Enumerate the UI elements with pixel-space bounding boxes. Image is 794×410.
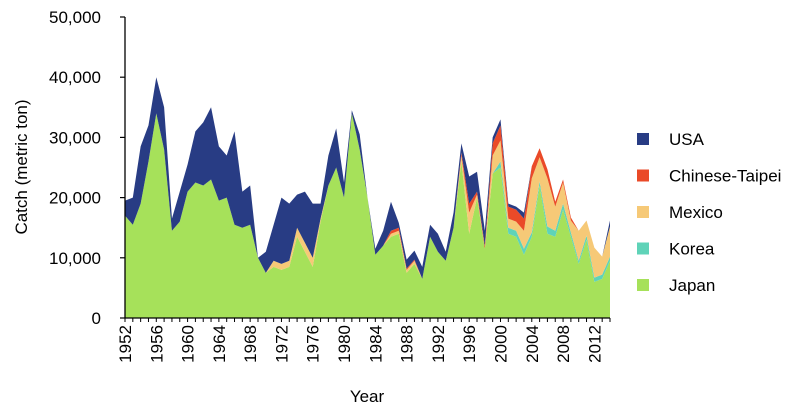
legend: USA Chinese-Taipei Mexico Korea Japan (637, 130, 781, 295)
x-tick-label: 2004 (523, 325, 542, 363)
y-tick-label: 40,000 (49, 68, 101, 87)
x-tick-labels: 1952 1956 1960 1964 1968 1972 1976 1980 1984 1988… (116, 325, 604, 363)
x-tick-label: 1976 (304, 325, 323, 363)
x-tick-label: 1980 (335, 325, 354, 363)
x-tick-label: 1960 (179, 325, 198, 363)
x-tick-label: 1964 (210, 325, 229, 363)
x-tick-label: 1984 (366, 325, 385, 363)
legend-swatch-mexico (637, 206, 649, 218)
y-tick-label: 20,000 (49, 189, 101, 208)
y-tick-label: 50,000 (49, 8, 101, 27)
legend-swatch-korea (637, 242, 649, 255)
x-tick-label: 1996 (460, 325, 479, 363)
x-tick-label: 1992 (429, 325, 448, 363)
legend-label-mexico: Mexico (669, 203, 723, 222)
x-tick-label: 2012 (585, 325, 604, 363)
area-series-usa (125, 77, 610, 279)
axes (120, 16, 611, 322)
y-axis-title: Catch (metric ton) (12, 99, 31, 234)
legend-label-japan: Japan (669, 276, 715, 295)
y-tick-label: 30,000 (49, 128, 101, 147)
x-tick-label: 1972 (272, 325, 291, 363)
x-axis-title: Year (350, 387, 385, 406)
x-tick-label: 1952 (116, 325, 135, 363)
legend-swatch-chinese-taipei (637, 169, 649, 182)
y-tick-label: 0 (92, 309, 101, 328)
x-tick-label: 2000 (491, 325, 510, 363)
y-tick-label: 10,000 (49, 249, 101, 268)
plot-areas (125, 77, 610, 318)
area-series-japan (125, 113, 610, 318)
legend-label-chinese-taipei: Chinese-Taipei (669, 167, 781, 186)
legend-label-usa: USA (669, 130, 705, 149)
x-tick-label: 2008 (554, 325, 573, 363)
legend-swatch-japan (637, 279, 649, 291)
x-tick-label: 1956 (147, 325, 166, 363)
x-tick-label: 1968 (241, 325, 260, 363)
x-tick-label: 1988 (398, 325, 417, 363)
legend-label-korea: Korea (669, 240, 715, 259)
legend-swatch-usa (637, 133, 649, 145)
y-tick-labels: 0 10,000 20,000 30,000 40,000 50,000 (49, 8, 101, 328)
